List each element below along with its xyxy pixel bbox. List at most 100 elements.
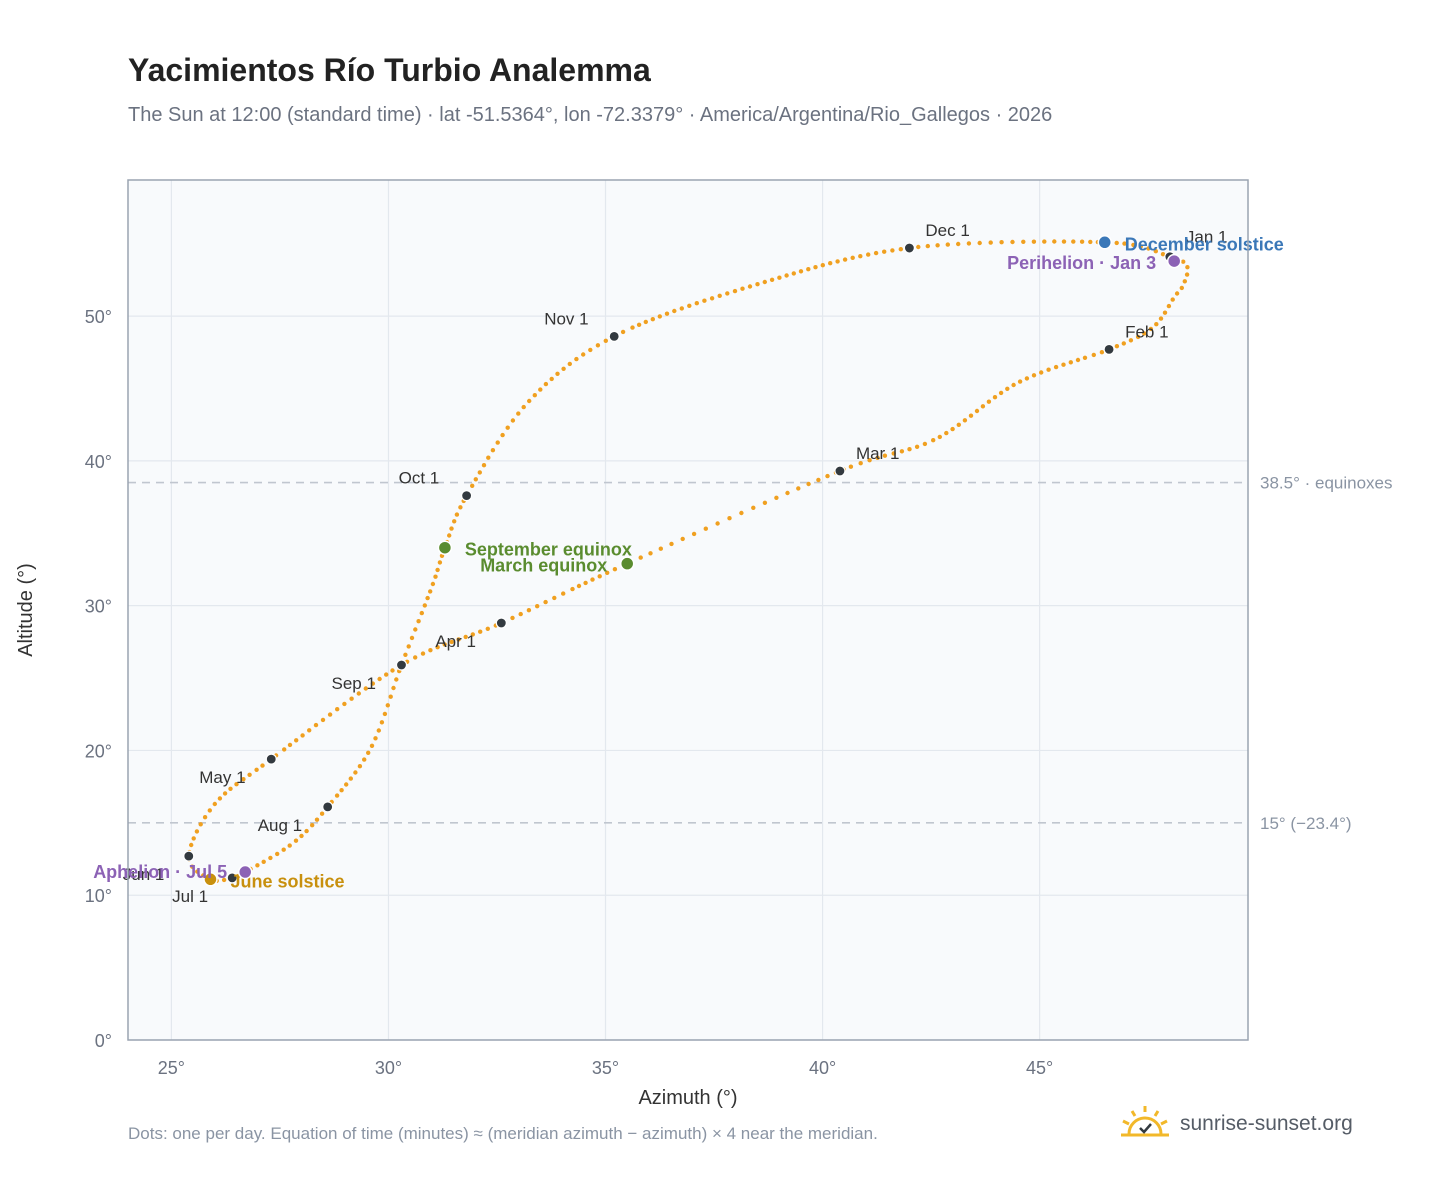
daily-dot (435, 567, 440, 573)
daily-dot (456, 637, 461, 642)
daily-dot (620, 329, 626, 335)
daily-dot (858, 254, 863, 259)
month-marker (903, 242, 915, 254)
daily-dot (769, 277, 775, 282)
daily-dot (709, 296, 715, 301)
daily-dot (944, 430, 949, 436)
month-marker-label: Mar 1 (856, 444, 899, 463)
daily-dot (774, 495, 779, 500)
daily-dot (1184, 272, 1190, 277)
daily-dot (420, 651, 426, 656)
daily-dot (650, 317, 655, 322)
daily-dot (552, 595, 557, 601)
daily-dot (435, 645, 440, 650)
event-marker (203, 872, 218, 887)
daily-dot (669, 541, 674, 547)
daily-dot (1138, 244, 1144, 249)
daily-dot (406, 644, 411, 649)
daily-dot (307, 728, 312, 733)
daily-dot (342, 701, 347, 707)
daily-dot (1114, 240, 1119, 246)
daily-dot (576, 583, 582, 589)
daily-dot (373, 736, 378, 741)
daily-dot (813, 265, 818, 270)
daily-dot (473, 477, 478, 482)
daily-dot (287, 742, 293, 748)
daily-dot (486, 455, 491, 460)
daily-dot (974, 408, 980, 414)
daily-dot (485, 626, 490, 631)
daily-dot (428, 648, 433, 653)
daily-dot (191, 836, 196, 841)
daily-dot (385, 703, 390, 708)
daily-dot (478, 629, 483, 634)
daily-dot (247, 772, 252, 777)
daily-dot (1068, 360, 1074, 365)
daily-dot (294, 738, 299, 743)
daily-dot (449, 526, 454, 531)
daily-dot (740, 286, 745, 291)
chart-subtitle: The Sun at 12:00 (standard time) · lat -… (128, 104, 1053, 126)
month-marker-label: Jun 1 (123, 865, 165, 884)
daily-dot (319, 811, 325, 816)
daily-dot (538, 387, 543, 392)
daily-dot (470, 483, 475, 488)
daily-dot (570, 586, 575, 592)
daily-dot (1071, 239, 1076, 244)
daily-dot (835, 259, 840, 264)
daily-dot (1135, 334, 1141, 340)
daily-dot (937, 434, 942, 440)
x-tick-label: 30° (375, 1058, 402, 1078)
month-marker (226, 872, 238, 884)
daily-dot (241, 777, 246, 782)
daily-dot (574, 356, 579, 362)
daily-dot (806, 267, 811, 272)
daily-dot (293, 838, 299, 843)
x-axis-label: Azimuth (°) (638, 1087, 737, 1109)
daily-dot (1185, 265, 1190, 270)
daily-dot (377, 676, 382, 682)
daily-dot (1160, 252, 1166, 257)
daily-dot (1162, 310, 1168, 315)
month-marker (834, 465, 846, 477)
daily-dot (433, 574, 438, 579)
daily-dot (945, 242, 950, 247)
daily-dot (988, 240, 993, 245)
daily-dot (304, 828, 309, 834)
daily-dot (966, 241, 972, 246)
daily-dot (356, 691, 361, 696)
daily-dot (212, 801, 217, 807)
daily-dot (603, 338, 608, 343)
daily-dot (806, 481, 811, 487)
daily-dot (254, 767, 259, 772)
daily-dot (998, 390, 1004, 396)
reference-line-label: 15° (−23.4°) (1260, 814, 1352, 833)
daily-dot (449, 639, 454, 645)
daily-dot (255, 863, 260, 868)
daily-dot (798, 269, 804, 274)
daily-dot (391, 685, 396, 691)
month-marker-label: Apr 1 (435, 632, 476, 651)
daily-dot (452, 519, 457, 524)
daily-dot (477, 470, 482, 475)
daily-dot (320, 717, 326, 723)
daily-dot (1146, 246, 1151, 251)
daily-dot (300, 733, 305, 738)
daily-dot (390, 668, 395, 673)
daily-dot (980, 404, 986, 409)
daily-dot (428, 589, 433, 594)
daily-dot (490, 448, 496, 453)
month-marker-label: Jan 1 (1186, 228, 1228, 247)
brand[interactable]: sunrise-sunset.org (1120, 1104, 1353, 1144)
daily-dot (597, 574, 602, 579)
daily-dot (702, 298, 707, 303)
brand-name: sunrise-sunset.org (1180, 1112, 1353, 1135)
daily-dot (500, 432, 505, 438)
event-marker (1166, 253, 1182, 269)
daily-dot (687, 303, 692, 308)
daily-dot (190, 864, 195, 869)
daily-dot (1114, 344, 1120, 349)
month-marker-label: May 1 (199, 768, 245, 787)
x-tick-label: 40° (809, 1058, 836, 1078)
footnote: Dots: one per day. Equation of time (min… (128, 1124, 878, 1143)
